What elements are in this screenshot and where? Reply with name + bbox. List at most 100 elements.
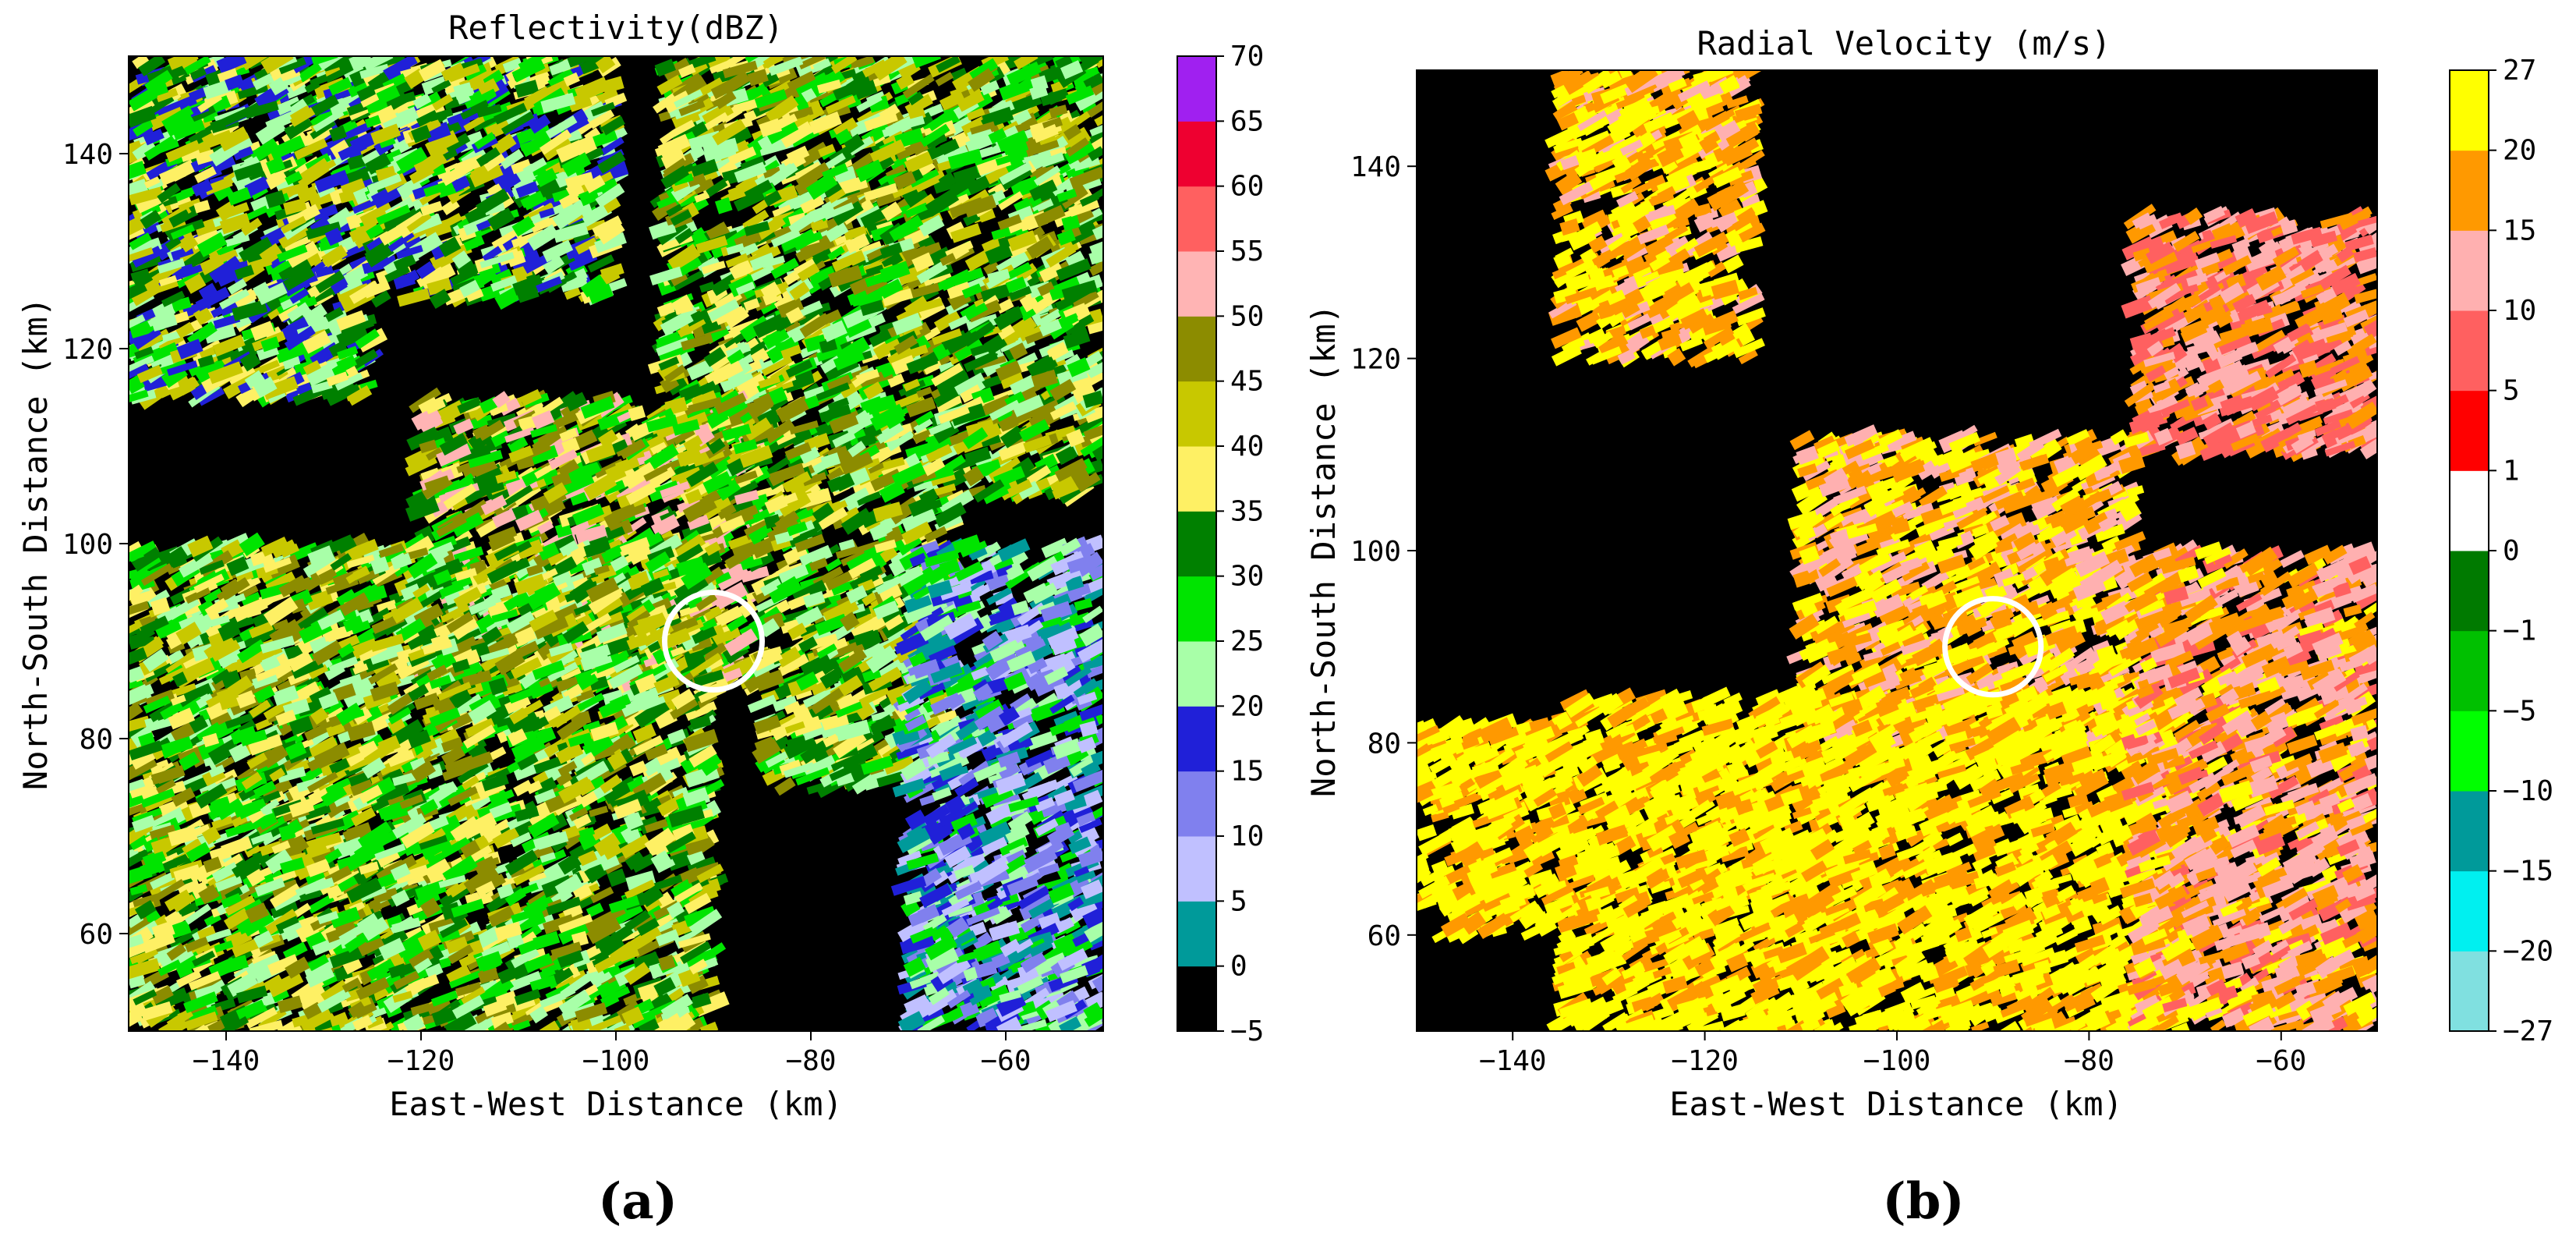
echo-cell bbox=[138, 56, 166, 77]
echo-cell bbox=[336, 310, 367, 332]
echo-cell bbox=[310, 119, 336, 140]
echo-cell bbox=[205, 243, 227, 263]
echo-cell bbox=[290, 56, 321, 74]
echo-cell bbox=[175, 321, 195, 339]
echo-cell bbox=[275, 96, 302, 115]
echo-cell bbox=[132, 56, 150, 69]
echo-cell bbox=[328, 92, 363, 116]
echo-cell bbox=[336, 283, 370, 302]
echo-cell bbox=[193, 306, 214, 326]
echo-cell bbox=[129, 278, 163, 307]
echo-cell bbox=[129, 389, 149, 403]
echo-cell bbox=[203, 322, 236, 344]
echo-cell bbox=[246, 256, 273, 272]
echo-cell bbox=[129, 87, 158, 112]
echo-cell bbox=[178, 233, 199, 253]
echo-cell bbox=[315, 270, 345, 293]
echo-cell bbox=[265, 170, 288, 190]
echo-cell bbox=[129, 186, 164, 206]
echo-cell bbox=[266, 156, 286, 175]
echo-cell bbox=[310, 94, 339, 117]
echo-cell bbox=[338, 140, 367, 161]
echo-cell bbox=[328, 340, 348, 357]
echo-cell bbox=[278, 257, 312, 283]
echo-cell bbox=[239, 351, 261, 372]
echo-cell bbox=[195, 286, 231, 312]
echo-cell bbox=[150, 312, 178, 331]
echo-cell bbox=[129, 161, 147, 183]
echo-cell bbox=[213, 314, 241, 329]
echo-cell bbox=[184, 273, 207, 294]
echo-cell bbox=[294, 138, 328, 160]
echo-cell bbox=[314, 169, 349, 193]
echo-cell bbox=[143, 176, 161, 189]
echo-cell bbox=[328, 76, 352, 96]
echo-cell bbox=[204, 129, 233, 149]
echo-cell bbox=[164, 111, 196, 137]
echo-cell bbox=[232, 299, 268, 321]
echo-cell bbox=[283, 197, 307, 215]
echo-cell bbox=[284, 115, 313, 140]
echo-cell bbox=[250, 321, 275, 341]
echo-cell bbox=[174, 264, 203, 281]
echo-cell bbox=[313, 109, 345, 133]
echo-cell bbox=[352, 198, 377, 214]
echo-cell bbox=[200, 257, 224, 275]
echo-cell bbox=[240, 56, 274, 71]
echo-cell bbox=[198, 282, 218, 301]
echo-cell bbox=[278, 225, 310, 249]
echo-cells bbox=[129, 56, 1103, 1031]
echo-cell bbox=[285, 171, 303, 186]
echo-cell bbox=[324, 137, 344, 154]
echo-cell bbox=[167, 56, 199, 70]
echo-cell bbox=[143, 128, 165, 146]
echo-cell bbox=[306, 222, 341, 240]
echo-cell bbox=[310, 380, 333, 394]
echo-cell bbox=[179, 56, 198, 70]
echo-cell bbox=[321, 244, 348, 268]
echo-cell bbox=[253, 376, 278, 399]
echo-cell bbox=[133, 328, 161, 350]
echo-cell bbox=[349, 256, 369, 271]
echo-cell bbox=[157, 183, 181, 204]
echo-cell bbox=[252, 73, 274, 90]
echo-cell bbox=[355, 328, 380, 349]
echo-cell bbox=[282, 266, 315, 291]
reflectivity-chart-svg: Reflectivity(dBZ) −140 −120 −100 −80 −60 608… bbox=[16, 9, 1264, 1231]
echo-cell bbox=[203, 176, 233, 196]
echo-cell bbox=[132, 139, 157, 161]
echo-cell bbox=[330, 139, 352, 160]
echo-cell bbox=[129, 281, 147, 301]
echo-cell bbox=[175, 271, 201, 289]
echo-cell bbox=[136, 328, 171, 353]
chart-title: Reflectivity(dBZ) bbox=[448, 9, 784, 47]
echo-cell bbox=[194, 166, 217, 183]
echo-cell bbox=[219, 212, 251, 235]
echo-cell bbox=[129, 314, 146, 333]
echo-cell bbox=[310, 214, 331, 232]
echo-cell bbox=[337, 346, 359, 360]
echo-cell bbox=[288, 98, 310, 118]
echo-cell bbox=[189, 67, 207, 80]
echo-cell bbox=[334, 372, 363, 391]
echo-cell bbox=[262, 376, 299, 400]
echo-cell bbox=[311, 56, 338, 66]
panel-reflectivity: Reflectivity(dBZ) −140 −120 −100 −80 −60 60 8… bbox=[0, 0, 1288, 1241]
echo-cell bbox=[161, 290, 186, 307]
echo-cell bbox=[260, 336, 280, 353]
echo-cell bbox=[129, 240, 147, 264]
echo-cell bbox=[287, 302, 311, 322]
echo-cell bbox=[130, 268, 150, 282]
echo-cell bbox=[298, 62, 322, 83]
echo-cell bbox=[161, 105, 194, 130]
echo-cell bbox=[328, 125, 348, 142]
echo-cell bbox=[165, 236, 182, 251]
echo-cell bbox=[304, 80, 320, 94]
echo-cell bbox=[157, 258, 186, 274]
echo-cell bbox=[257, 282, 288, 306]
echo-cell bbox=[285, 317, 310, 336]
echo-cell bbox=[349, 56, 373, 72]
echo-cell bbox=[178, 377, 200, 396]
echo-cell bbox=[265, 190, 286, 209]
echo-cell bbox=[324, 63, 355, 83]
